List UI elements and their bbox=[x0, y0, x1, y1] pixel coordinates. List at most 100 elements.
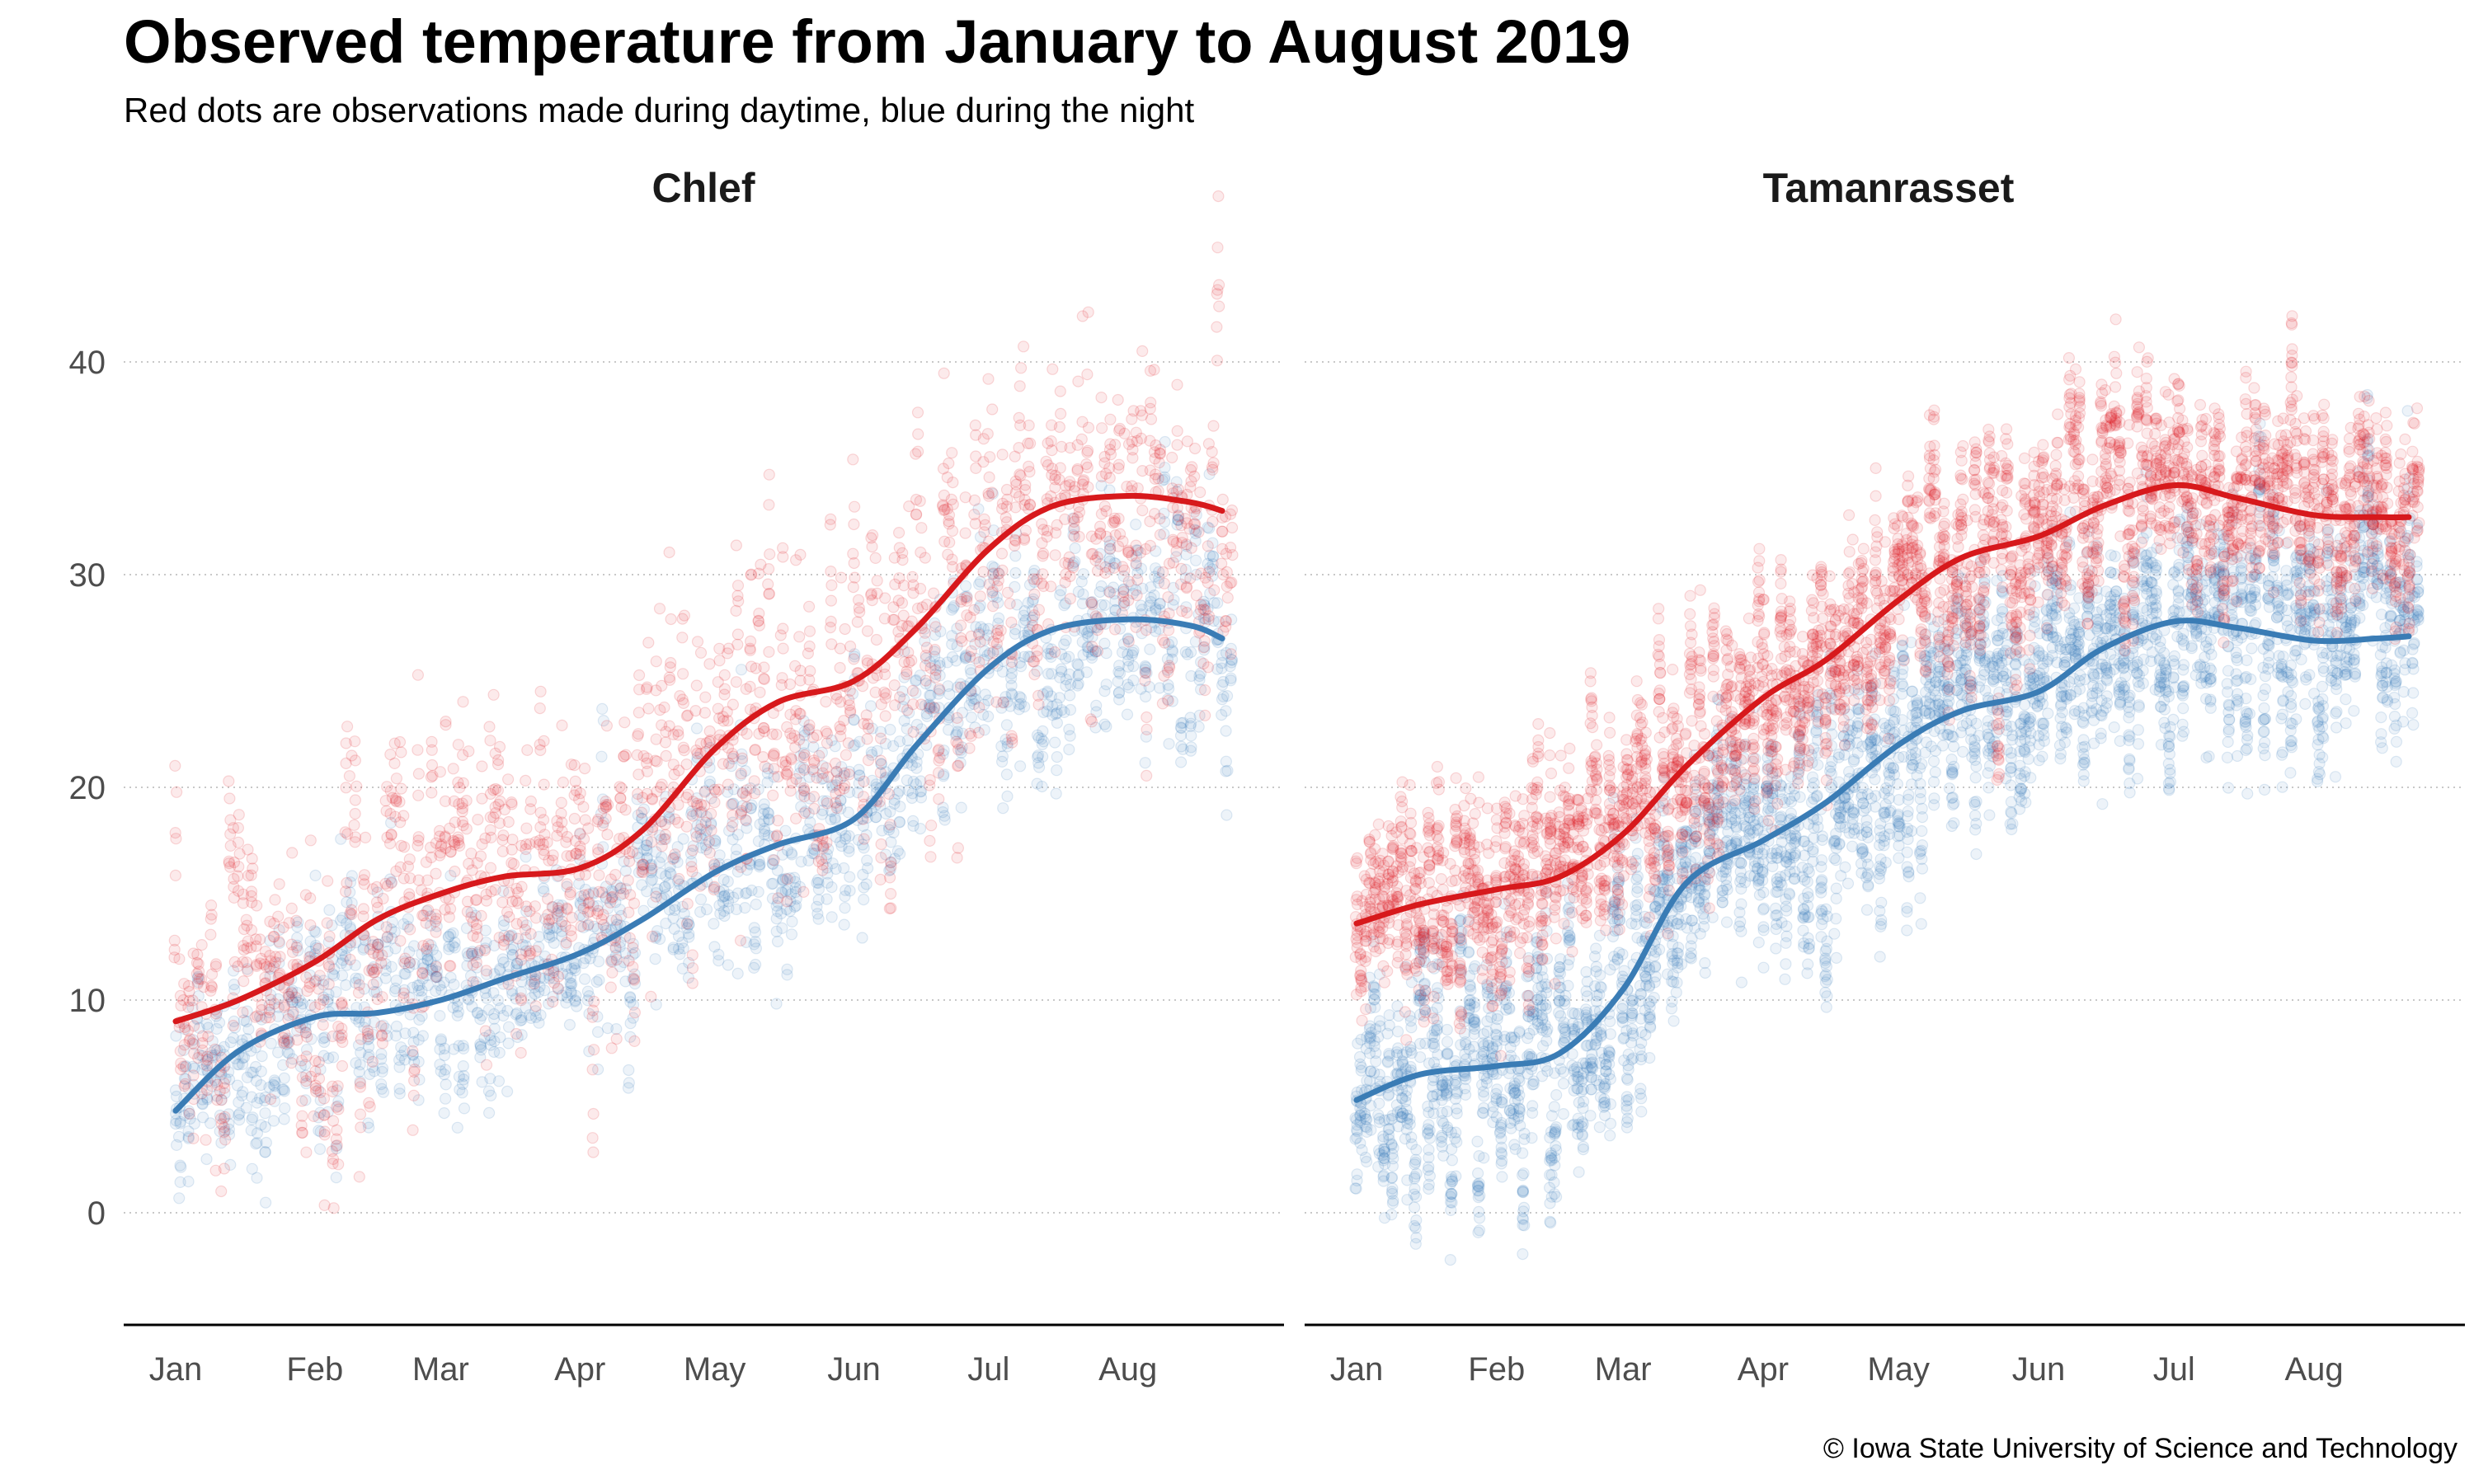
scatter-point bbox=[218, 1112, 230, 1125]
scatter-point bbox=[1140, 624, 1153, 636]
scatter-point bbox=[1211, 242, 1224, 254]
y-tick-label: 0 bbox=[87, 1195, 106, 1232]
scatter-point bbox=[858, 833, 870, 845]
scatter-point bbox=[487, 688, 500, 701]
scatter-point bbox=[626, 846, 639, 858]
scatter-point bbox=[1649, 976, 1661, 989]
scatter-point bbox=[708, 918, 720, 930]
scatter-point bbox=[885, 902, 897, 914]
scatter-point bbox=[537, 814, 550, 826]
scatter-point bbox=[240, 1015, 253, 1028]
scatter-point bbox=[1410, 1231, 1423, 1244]
scatter-point bbox=[1018, 701, 1031, 713]
scatter-point bbox=[169, 759, 181, 773]
scatter-point bbox=[201, 1054, 214, 1066]
scatter-point bbox=[1351, 1168, 1363, 1181]
scatter-point bbox=[422, 938, 435, 951]
scatter-point bbox=[749, 958, 762, 971]
scatter-point bbox=[404, 923, 416, 936]
scatter-point bbox=[218, 1040, 230, 1054]
scatter-point bbox=[1009, 550, 1022, 562]
scatter-point bbox=[673, 872, 685, 885]
scatter-point bbox=[1103, 472, 1116, 484]
scatter-point bbox=[879, 592, 891, 604]
scatter-point bbox=[929, 621, 942, 633]
scatter-point bbox=[763, 646, 775, 658]
scatter-point bbox=[541, 836, 553, 848]
scatter-point bbox=[932, 767, 945, 779]
scatter-point bbox=[169, 826, 181, 839]
scatter-point bbox=[627, 960, 639, 973]
scatter-point bbox=[236, 1089, 248, 1101]
scatter-point bbox=[451, 1000, 463, 1012]
scatter-point bbox=[1162, 694, 1174, 707]
scatter-point bbox=[1104, 448, 1117, 461]
scatter-point bbox=[659, 736, 672, 749]
scatter-point bbox=[484, 735, 496, 747]
scatter-point bbox=[705, 824, 717, 837]
scatter-point bbox=[1224, 541, 1237, 554]
scatter-point bbox=[1145, 413, 1158, 425]
scatter-point bbox=[256, 1050, 268, 1063]
scatter-point bbox=[1077, 588, 1089, 601]
scatter-point bbox=[260, 1196, 272, 1209]
scatter-point bbox=[1468, 1001, 1481, 1013]
scatter-point bbox=[767, 789, 779, 801]
scatter-point bbox=[354, 1108, 367, 1120]
scatter-point bbox=[610, 1022, 623, 1036]
scatter-point bbox=[1103, 586, 1117, 599]
scatter-point bbox=[480, 965, 492, 977]
scatter-point bbox=[1131, 574, 1144, 586]
scatter-point bbox=[538, 735, 550, 747]
scatter-point bbox=[394, 935, 407, 947]
scatter-point bbox=[412, 768, 425, 780]
scatter-point bbox=[781, 873, 793, 885]
scatter-point bbox=[1117, 561, 1129, 573]
scatter-point bbox=[977, 566, 990, 578]
scatter-point bbox=[195, 973, 208, 985]
scatter-point bbox=[758, 661, 770, 674]
scatter-point bbox=[355, 1121, 367, 1134]
scatter-point bbox=[483, 721, 496, 733]
scatter-point bbox=[871, 575, 883, 587]
scatter-point bbox=[1386, 1160, 1399, 1172]
scatter-point bbox=[1050, 787, 1062, 800]
scatter-point bbox=[1075, 575, 1088, 588]
panel-title: Tamanrasset bbox=[1763, 165, 2015, 211]
scatter-point bbox=[943, 509, 956, 521]
scatter-point bbox=[344, 953, 356, 966]
scatter-point bbox=[560, 836, 572, 848]
scatter-point bbox=[1225, 648, 1237, 660]
scatter-point bbox=[1127, 674, 1140, 687]
scatter-point bbox=[619, 804, 632, 816]
scatter-point bbox=[843, 845, 855, 857]
scatter-point bbox=[803, 640, 816, 653]
scatter-point bbox=[973, 656, 985, 669]
scatter-point bbox=[188, 1117, 200, 1130]
scatter-point bbox=[492, 994, 505, 1007]
scatter-point bbox=[933, 793, 945, 805]
scatter-point bbox=[1031, 645, 1043, 657]
scatter-point bbox=[1225, 504, 1239, 517]
scatter-point bbox=[430, 970, 443, 983]
scatter-point bbox=[991, 580, 1004, 593]
scatter-point bbox=[785, 928, 798, 941]
scatter-point bbox=[1032, 698, 1045, 711]
scatter-point bbox=[290, 914, 303, 927]
scatter-point bbox=[330, 1172, 342, 1184]
scatter-point bbox=[1130, 621, 1142, 633]
scatter-point bbox=[910, 509, 923, 521]
scatter-point bbox=[202, 1030, 214, 1043]
scatter-point bbox=[862, 754, 875, 767]
scatter-point bbox=[233, 1107, 246, 1120]
scatter-point bbox=[515, 994, 528, 1007]
scatter-point bbox=[1476, 1106, 1489, 1119]
scatter-point bbox=[1431, 1023, 1443, 1036]
scatter-point bbox=[829, 757, 842, 770]
scatter-point bbox=[1517, 1147, 1529, 1159]
scatter-point bbox=[1037, 547, 1050, 560]
scatter-point bbox=[350, 780, 363, 792]
scatter-point bbox=[223, 1129, 236, 1141]
scatter-point bbox=[1225, 672, 1237, 684]
scatter-point bbox=[1171, 378, 1183, 391]
